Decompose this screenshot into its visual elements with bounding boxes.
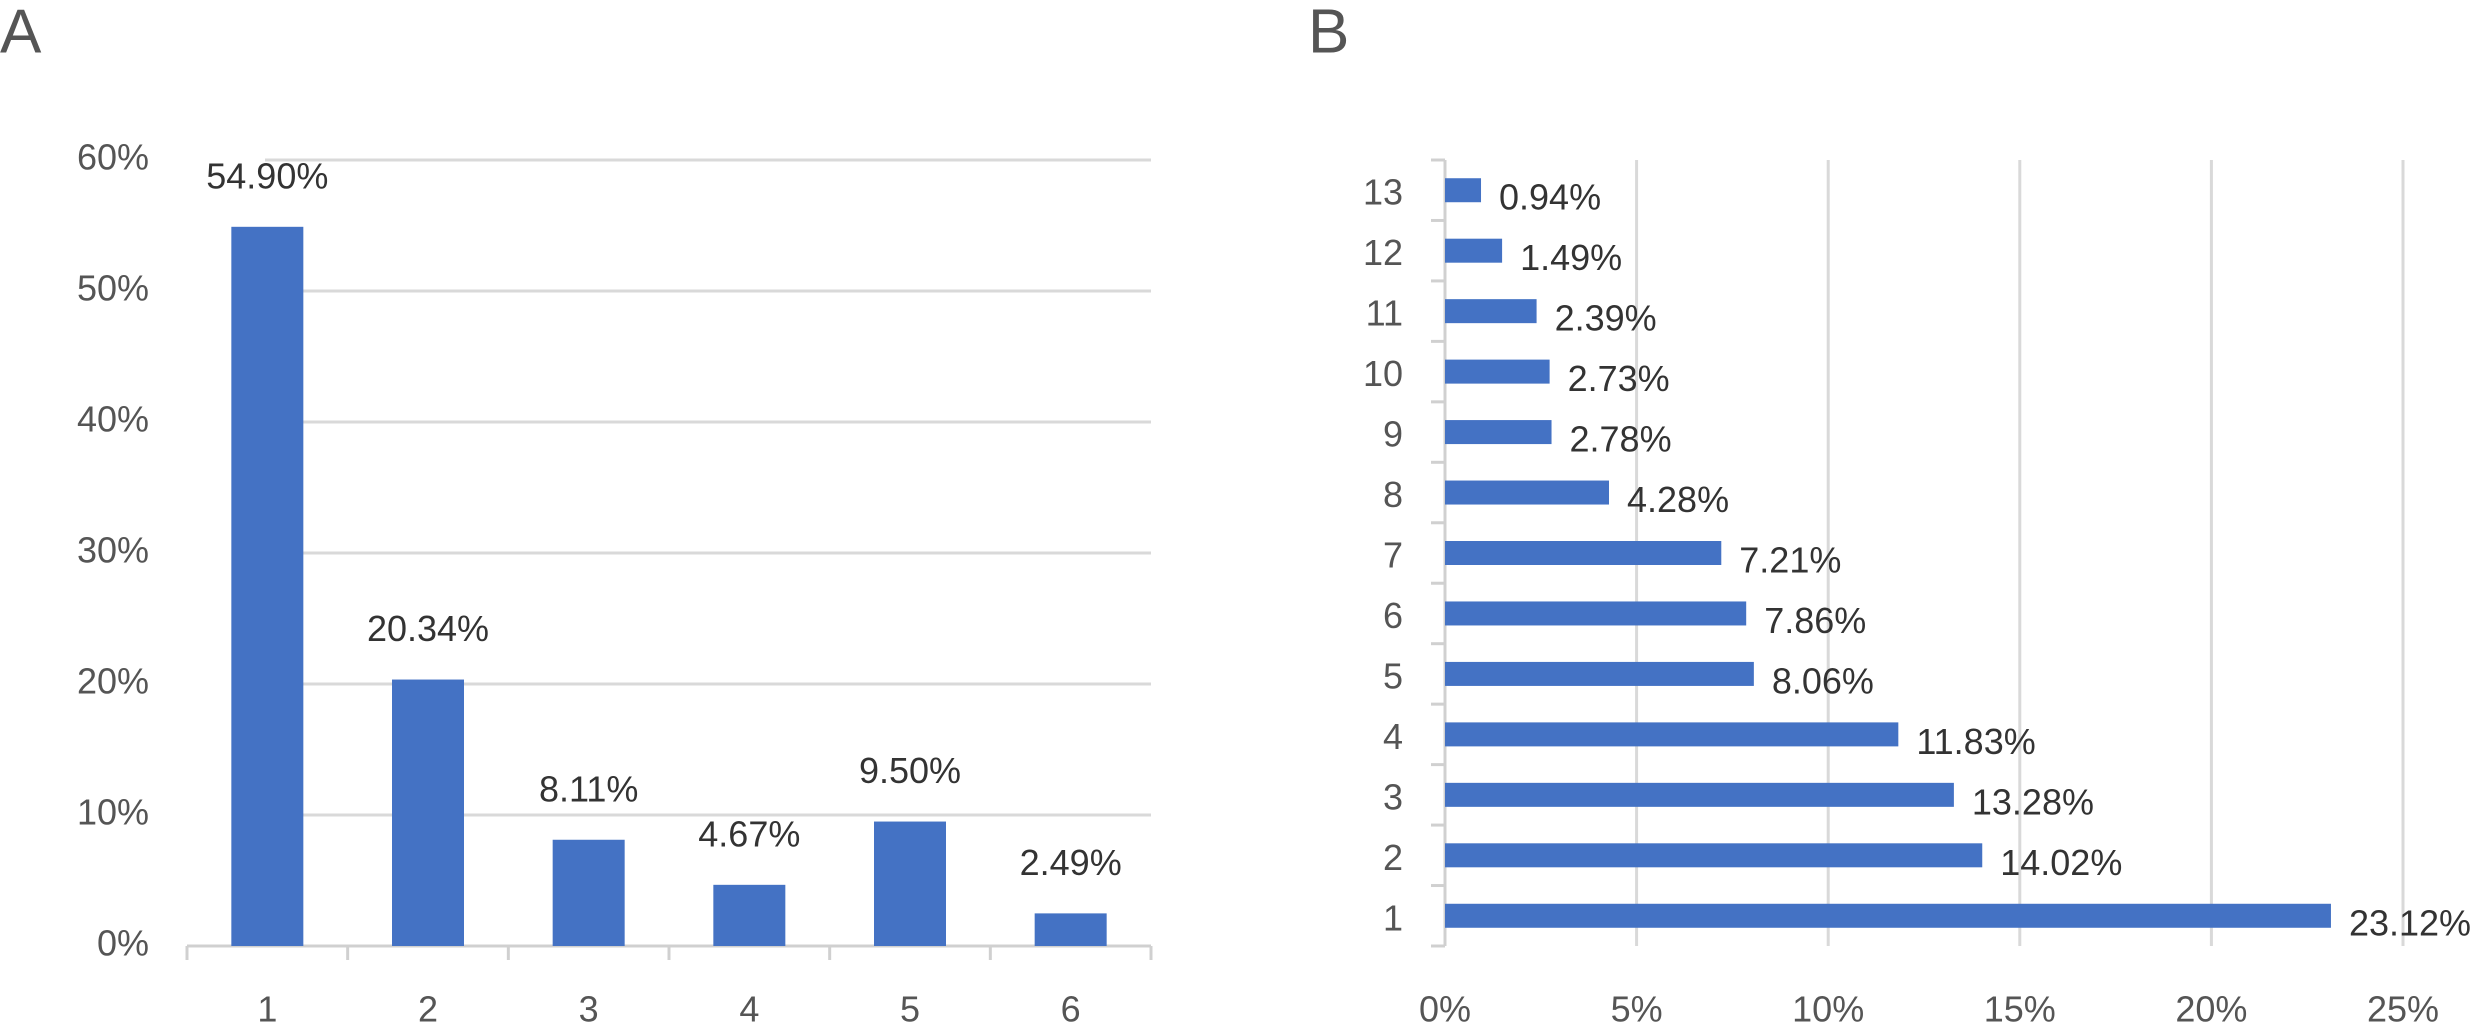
bar — [874, 821, 946, 946]
value-label: 8.06% — [1772, 660, 1874, 701]
y-tick-label: 2 — [1383, 837, 1403, 878]
y-tick-label: 5 — [1383, 655, 1403, 696]
x-tick-label: 10% — [1792, 989, 1864, 1030]
value-label: 2.49% — [1020, 842, 1122, 883]
y-tick-label: 3 — [1383, 776, 1403, 817]
bar — [1445, 722, 1899, 747]
bar — [1445, 178, 1482, 203]
y-tick-label: 6 — [1383, 595, 1403, 636]
value-label: 7.86% — [1764, 600, 1866, 641]
bar — [552, 839, 625, 946]
y-tick-label: 13 — [1363, 172, 1403, 213]
value-label: 20.34% — [367, 608, 489, 649]
bar — [1445, 903, 2331, 928]
bar — [1445, 541, 1722, 565]
y-tick-label: 7 — [1383, 535, 1403, 576]
y-tick-label: 40% — [77, 399, 149, 440]
x-tick-label: 4 — [739, 989, 759, 1030]
value-label: 2.78% — [1570, 419, 1672, 460]
y-tick-label: 0% — [97, 923, 149, 964]
value-label: 4.28% — [1627, 479, 1729, 520]
bar — [1445, 420, 1552, 445]
bar — [1445, 299, 1537, 324]
value-label: 1.49% — [1520, 237, 1622, 278]
y-tick-label: 4 — [1383, 716, 1403, 757]
bar — [1445, 480, 1610, 505]
bar — [1445, 661, 1754, 686]
x-tick-label: 5% — [1611, 989, 1663, 1030]
value-label: 2.73% — [1568, 358, 1670, 399]
bar — [392, 679, 464, 946]
x-tick-label: 1 — [257, 989, 277, 1030]
bar — [231, 226, 304, 946]
x-tick-label: 0% — [1419, 989, 1471, 1030]
value-label: 9.50% — [859, 750, 961, 791]
x-tick-label: 5 — [900, 989, 920, 1030]
x-tick-label: 15% — [1984, 989, 2056, 1030]
bar — [1445, 238, 1503, 263]
value-label: 7.21% — [1739, 540, 1841, 581]
bar — [1445, 843, 1983, 868]
bar — [1445, 601, 1747, 626]
value-label: 23.12% — [2349, 902, 2471, 943]
y-tick-label: 10 — [1363, 353, 1403, 394]
y-tick-label: 50% — [77, 268, 149, 309]
value-label: 0.94% — [1499, 177, 1601, 218]
x-tick-label: 2 — [418, 989, 438, 1030]
y-tick-label: 20% — [77, 661, 149, 702]
panel-label: A — [0, 0, 42, 66]
bar — [1445, 782, 1954, 807]
value-label: 2.39% — [1555, 298, 1657, 339]
value-label: 4.67% — [698, 813, 800, 854]
y-tick-label: 9 — [1383, 414, 1403, 455]
x-tick-label: 6 — [1061, 989, 1081, 1030]
y-tick-label: 8 — [1383, 474, 1403, 515]
y-tick-label: 11 — [1366, 293, 1403, 334]
y-tick-label: 30% — [77, 530, 149, 571]
value-label: 14.02% — [2000, 842, 2122, 883]
bar — [1034, 913, 1107, 946]
y-tick-label: 60% — [77, 137, 149, 178]
bar — [1445, 359, 1550, 384]
value-label: 13.28% — [1972, 781, 2094, 822]
value-label: 8.11% — [539, 768, 638, 809]
x-tick-label: 25% — [2367, 989, 2439, 1030]
panel-label: B — [1308, 0, 1349, 66]
value-label: 54.90% — [206, 155, 328, 196]
bar — [713, 884, 786, 946]
x-tick-label: 20% — [2175, 989, 2247, 1030]
y-tick-label: 1 — [1383, 897, 1403, 938]
y-tick-label: 10% — [77, 792, 149, 833]
x-tick-label: 3 — [579, 989, 599, 1030]
y-tick-label: 12 — [1363, 232, 1403, 273]
value-label: 11.83% — [1916, 721, 2035, 762]
